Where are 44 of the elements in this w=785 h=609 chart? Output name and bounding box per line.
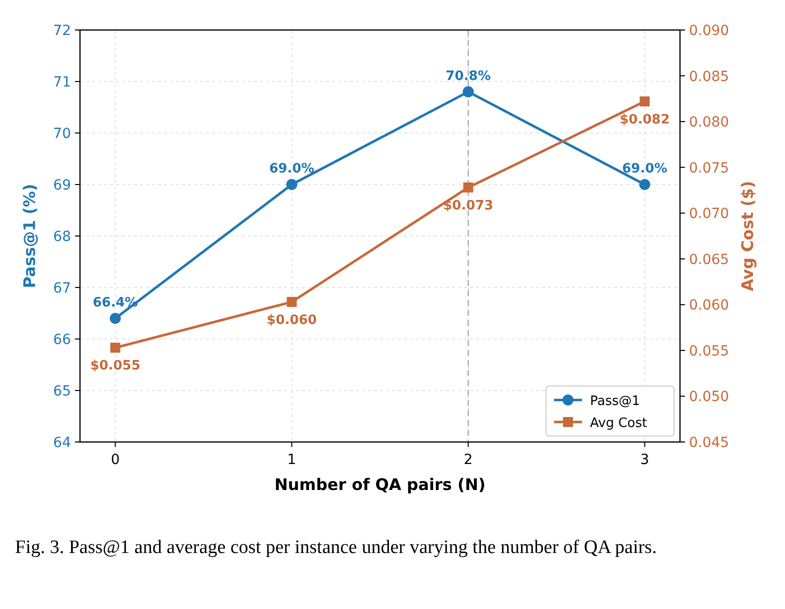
y-tick-label: 65 xyxy=(53,384,71,400)
data-label: $0.073 xyxy=(443,198,494,214)
data-label: 69.0% xyxy=(622,162,668,176)
y-tick-label: 70 xyxy=(53,126,71,142)
x-tick-label: 0 xyxy=(110,452,120,468)
y2-tick-label: 0.050 xyxy=(689,389,730,406)
x-tick-label: 3 xyxy=(640,452,650,468)
legend-label: Pass@1 xyxy=(590,394,640,409)
data-label: 69.0% xyxy=(269,162,314,176)
y2-tick-label: 0.065 xyxy=(689,252,730,268)
y-tick-label: 66 xyxy=(53,332,72,348)
data-label: $0.082 xyxy=(620,112,670,128)
point xyxy=(463,182,474,192)
y-tick-label: 64 xyxy=(53,435,72,451)
y2-tick-label: 0.085 xyxy=(689,68,730,85)
point xyxy=(640,96,650,106)
y2-tick-label: 0.045 xyxy=(689,435,730,451)
y-axis-title: Pass@1 (%) xyxy=(20,184,39,288)
point xyxy=(639,179,650,190)
point xyxy=(462,86,474,98)
point xyxy=(110,342,120,353)
data-label: 70.8% xyxy=(446,68,491,84)
x-axis-title: Number of QA pairs (N) xyxy=(274,475,486,494)
y-tick-label: 71 xyxy=(53,74,71,90)
x-tick-label: 1 xyxy=(287,452,296,468)
x-tick-label: 2 xyxy=(464,452,473,468)
y2-axis-title: Avg Cost ($) xyxy=(738,180,757,292)
y2-tick-label: 0.090 xyxy=(689,23,730,39)
legend-label: Avg Cost xyxy=(590,416,648,431)
y2-tick-label: 0.060 xyxy=(689,298,730,314)
caption: Fig. 3. Pass@1 and average cost per instance under varying the number of QA pairs. xyxy=(15,536,658,560)
y2-tick-label: 0.070 xyxy=(689,206,730,222)
y2-tick-label: 0.075 xyxy=(689,160,730,176)
y-tick-label: 68 xyxy=(53,229,71,245)
y-tick-label: 69 xyxy=(53,178,71,194)
y-tick-label: 72 xyxy=(53,23,71,39)
y2-tick-label: 0.055 xyxy=(689,343,730,360)
y2-tick-label: 0.080 xyxy=(689,114,730,131)
point xyxy=(110,312,121,324)
y-tick-label: 67 xyxy=(53,280,71,296)
point xyxy=(286,179,298,190)
data-label: $0.055 xyxy=(90,358,140,374)
point xyxy=(286,296,297,307)
data-label: $0.060 xyxy=(266,312,317,328)
